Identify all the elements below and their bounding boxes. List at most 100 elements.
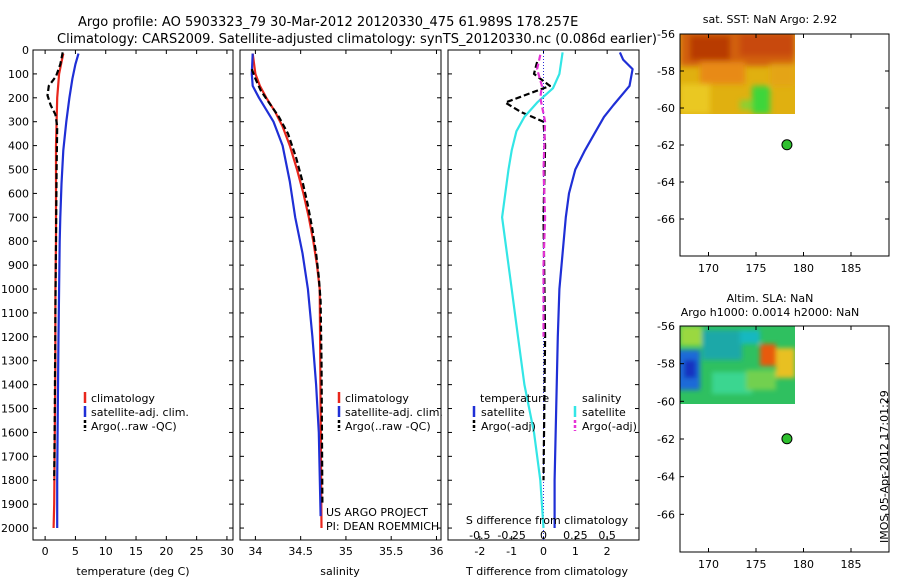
- sla-heat-cell: [760, 344, 776, 366]
- difference-x-tick-label: -1: [506, 545, 517, 558]
- salinity-axes-frame: [239, 49, 442, 541]
- difference-depth-ticks: [448, 49, 639, 529]
- depth-tick-label: 1200: [1, 331, 29, 344]
- difference-top-x-tick-label: -0.5: [469, 529, 490, 542]
- difference-legend-temp-argo: Argo(-adj): [481, 420, 536, 433]
- depth-tick-label: 300: [8, 116, 29, 129]
- depth-tick-label: 600: [8, 187, 29, 200]
- sla-map-title-line2: Argo h1000: 0.0014 h2000: NaN: [681, 306, 860, 319]
- salinity-series-climatology: [251, 53, 323, 529]
- temperature-axes-frame: [32, 49, 234, 541]
- difference-series-temperature-satellite: [553, 51, 634, 528]
- sst-heat-cell: [752, 86, 770, 114]
- sla-map-y-tick-label: -58: [657, 358, 675, 371]
- salinity-series-lines: [250, 53, 324, 529]
- difference-x-tick-label: -2: [474, 545, 485, 558]
- sla-heatmap: [680, 326, 795, 404]
- salinity-depth-ticks: [240, 49, 441, 529]
- depth-tick-label: 1400: [1, 379, 29, 392]
- sla-map-y-tick-label: -56: [657, 320, 675, 333]
- temperature-series-argo-raw-qc-: [46, 52, 64, 481]
- difference-legend: temperature satellite Argo(-adj) salinit…: [472, 392, 637, 433]
- sla-heat-cell: [746, 370, 776, 390]
- difference-legend-sal-argo: Argo(-adj): [582, 420, 637, 433]
- salinity-panel: 34 34.5 35 35.5 36 salinity climatology sate…: [239, 49, 443, 578]
- depth-tick-label: 1600: [1, 426, 29, 439]
- temperature-x-tick-label: 25: [190, 545, 204, 558]
- depth-tick-label: 900: [8, 259, 29, 272]
- temperature-legend-satellite: satellite-adj. clim.: [91, 406, 189, 419]
- sla-map-x-tick-label: 185: [841, 558, 862, 571]
- sst-heat-cell: [680, 84, 710, 114]
- temperature-series-satellite-adj-clim-: [56, 53, 80, 528]
- temperature-depth-ticks: 0 100 200 300 400 500 600 700 800 900 1000 1100 1200…: [1, 44, 233, 535]
- sla-map-profile-marker: [781, 433, 793, 445]
- depth-tick-label: 1000: [1, 283, 29, 296]
- temperature-x-tick-label: 10: [99, 545, 113, 558]
- difference-legend-salinity-title: salinity: [582, 392, 622, 405]
- difference-x-tick-label: 0: [540, 545, 547, 558]
- sst-heat-cell: [740, 34, 795, 56]
- difference-xlabel-top: S difference from climatology: [466, 514, 629, 527]
- temperature-x-tick-label: 5: [72, 545, 79, 558]
- salinity-x-tick-label: 36: [429, 545, 443, 558]
- sst-map-x-tick-label: 180: [793, 262, 814, 275]
- sst-heat-cell: [770, 64, 795, 86]
- depth-tick-label: 1800: [1, 474, 29, 487]
- sst-map-y-tick-label: -64: [657, 176, 675, 189]
- temperature-legend-argo: Argo(..raw -QC): [91, 420, 177, 433]
- salinity-series-satellite-adj-clim-: [250, 53, 322, 517]
- temperature-x-ticks: 0 5 10 15 20 25 30: [42, 50, 234, 558]
- difference-panel: -2 -1 0 1 2 -0.5 -0.25 0 0.25 0.5 T difference f…: [447, 49, 640, 578]
- sla-heat-cell: [684, 360, 696, 378]
- depth-tick-label: 800: [8, 235, 29, 248]
- salinity-x-tick-label: 34: [248, 545, 262, 558]
- depth-tick-label: 200: [8, 92, 29, 105]
- depth-tick-label: 1700: [1, 450, 29, 463]
- difference-xlabel: T difference from climatology: [465, 565, 628, 578]
- temperature-legend-climatology: climatology: [91, 392, 155, 405]
- difference-top-x-tick-label: 0.5: [598, 529, 616, 542]
- salinity-annotation-pi: PI: DEAN ROEMMICH: [326, 520, 439, 533]
- sst-map-y-tick-label: -66: [657, 213, 675, 226]
- sla-map-y-tick-label: -62: [657, 433, 675, 446]
- salinity-legend: climatology satellite-adj. clim. Argo(..…: [337, 392, 443, 433]
- depth-tick-label: 1500: [1, 403, 29, 416]
- sla-heat-cell: [740, 330, 760, 344]
- sla-map-panel: Altim. SLA: NaN Argo h1000: 0.0014 h2000…: [657, 292, 890, 571]
- sst-map-y-tick-label: -58: [657, 65, 675, 78]
- temperature-panel: 0100200300400500600700800900100011001200…: [1, 44, 234, 578]
- sst-heat-cell: [690, 36, 730, 60]
- depth-tick-label: 1100: [1, 307, 29, 320]
- temperature-x-tick-label: 15: [129, 545, 143, 558]
- sla-map-title-line1: Altim. SLA: NaN: [727, 292, 814, 305]
- salinity-series-argo-raw-qc-: [250, 68, 324, 505]
- sla-map-x-ticks: 170 175 180 185: [698, 326, 862, 571]
- sst-heat-cell: [740, 100, 752, 110]
- sla-heat-cell: [702, 330, 742, 360]
- salinity-x-tick-label: 34.5: [288, 545, 313, 558]
- depth-tick-label: 2000: [1, 522, 29, 535]
- sla-map-y-tick-label: -64: [657, 471, 675, 484]
- sla-heat-cell: [776, 348, 795, 378]
- imos-timestamp-label: IMOS 05-Apr-2012 17:01:29: [878, 390, 891, 543]
- sst-map-x-ticks: 170 175 180 185: [698, 34, 862, 275]
- depth-tick-label: 500: [8, 164, 29, 177]
- sla-map-x-tick-label: 175: [746, 558, 767, 571]
- difference-x-tick-label: 2: [604, 545, 611, 558]
- sst-map-x-tick-label: 185: [841, 262, 862, 275]
- difference-top-x-tick-label: 0.25: [563, 529, 588, 542]
- depth-tick-label: 0: [22, 44, 29, 57]
- difference-top-x-ticks: -0.5 -0.25 0 0.25 0.5: [469, 529, 616, 542]
- sst-map-panel: sat. SST: NaN Argo: 2.92 170 175 180 185 -5…: [657, 13, 890, 275]
- sst-map-y-tick-label: -56: [657, 28, 675, 41]
- salinity-x-tick-label: 35: [339, 545, 353, 558]
- temperature-x-tick-label: 20: [159, 545, 173, 558]
- difference-x-tick-label: 1: [572, 545, 579, 558]
- difference-top-x-tick-label: -0.25: [497, 529, 525, 542]
- salinity-legend-argo: Argo(..raw -QC): [345, 420, 431, 433]
- sst-map-y-ticks: -56 -58 -60 -62 -64 -66: [657, 28, 889, 226]
- temperature-x-tick-label: 0: [42, 545, 49, 558]
- salinity-x-tick-label: 35.5: [379, 545, 404, 558]
- temperature-x-tick-label: 30: [220, 545, 234, 558]
